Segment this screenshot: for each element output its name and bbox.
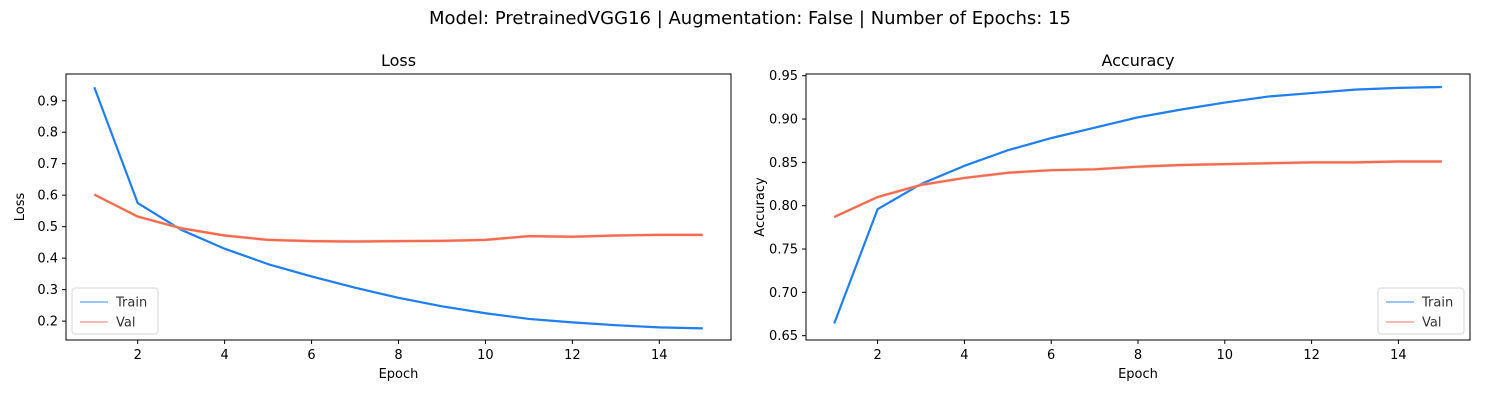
series-line-val xyxy=(93,193,703,243)
x-tick-label: 2 xyxy=(873,348,881,363)
legend-label-val: Val xyxy=(1422,316,1441,331)
x-tick-label: 12 xyxy=(1303,348,1320,363)
series-band-val xyxy=(834,159,1442,219)
x-tick-label: 2 xyxy=(134,348,142,363)
x-tick-label: 6 xyxy=(307,348,315,363)
series-line-train xyxy=(833,85,1442,324)
y-tick-label: 0.75 xyxy=(769,243,798,258)
y-tick-label: 0.7 xyxy=(37,157,58,172)
plot-frame xyxy=(65,73,732,341)
legend-label-val: Val xyxy=(116,316,135,331)
y-axis-label: Accuracy xyxy=(753,177,768,237)
y-tick-label: 0.5 xyxy=(37,220,58,235)
x-tick-label: 12 xyxy=(564,348,581,363)
x-tick-label: 4 xyxy=(960,348,968,363)
x-tick-label: 8 xyxy=(1134,348,1142,363)
y-tick-label: 0.95 xyxy=(769,69,798,84)
legend-label-train: Train xyxy=(115,296,147,311)
panel-title: Accuracy xyxy=(1101,51,1174,70)
y-tick-label: 0.8 xyxy=(37,126,58,141)
legend-label-train: Train xyxy=(1421,296,1453,311)
loss-panel: Loss 2 4 6 8 10 12 14 0.2 0.3 0.4 0.5 0.6 0.7 0.8 0.9 Ep… xyxy=(13,51,732,382)
x-tick-label: 4 xyxy=(221,348,229,363)
figure-suptitle: Model: PretrainedVGG16 | Augmentation: F… xyxy=(429,8,1071,29)
y-tick-label: 0.90 xyxy=(769,113,798,128)
y-tick-label: 0.6 xyxy=(37,189,58,204)
x-tick-label: 14 xyxy=(1390,348,1407,363)
y-tick-label: 0.65 xyxy=(769,329,798,344)
plot-frame xyxy=(805,73,1471,341)
y-tick-label: 0.2 xyxy=(37,315,58,330)
series-line-train xyxy=(93,86,703,330)
series-band-train xyxy=(834,85,1442,325)
y-tick-label: 0.85 xyxy=(769,156,798,171)
y-axis-label: Loss xyxy=(13,193,28,222)
x-tick-label: 10 xyxy=(477,348,494,363)
y-tick-label: 0.3 xyxy=(37,283,58,298)
legend: Train Val xyxy=(71,287,159,335)
panel-title: Loss xyxy=(381,51,416,70)
legend: Train Val xyxy=(1377,287,1465,335)
series-line-val xyxy=(833,160,1442,218)
y-tick-label: 0.80 xyxy=(769,199,798,214)
x-tick-label: 6 xyxy=(1047,348,1055,363)
y-tick-label: 0.9 xyxy=(37,94,58,109)
y-tick-label: 0.70 xyxy=(769,286,798,301)
accuracy-panel: Accuracy 2 4 6 8 10 12 14 0.65 0.70 0.75 0.80 0.85 0.… xyxy=(753,51,1471,382)
x-tick-label: 10 xyxy=(1217,348,1234,363)
x-tick-label: 14 xyxy=(651,348,668,363)
x-tick-label: 8 xyxy=(394,348,402,363)
x-axis-label: Epoch xyxy=(1118,367,1158,382)
x-axis-label: Epoch xyxy=(379,367,419,382)
y-tick-label: 0.4 xyxy=(37,252,58,267)
series-band-train xyxy=(94,86,703,330)
